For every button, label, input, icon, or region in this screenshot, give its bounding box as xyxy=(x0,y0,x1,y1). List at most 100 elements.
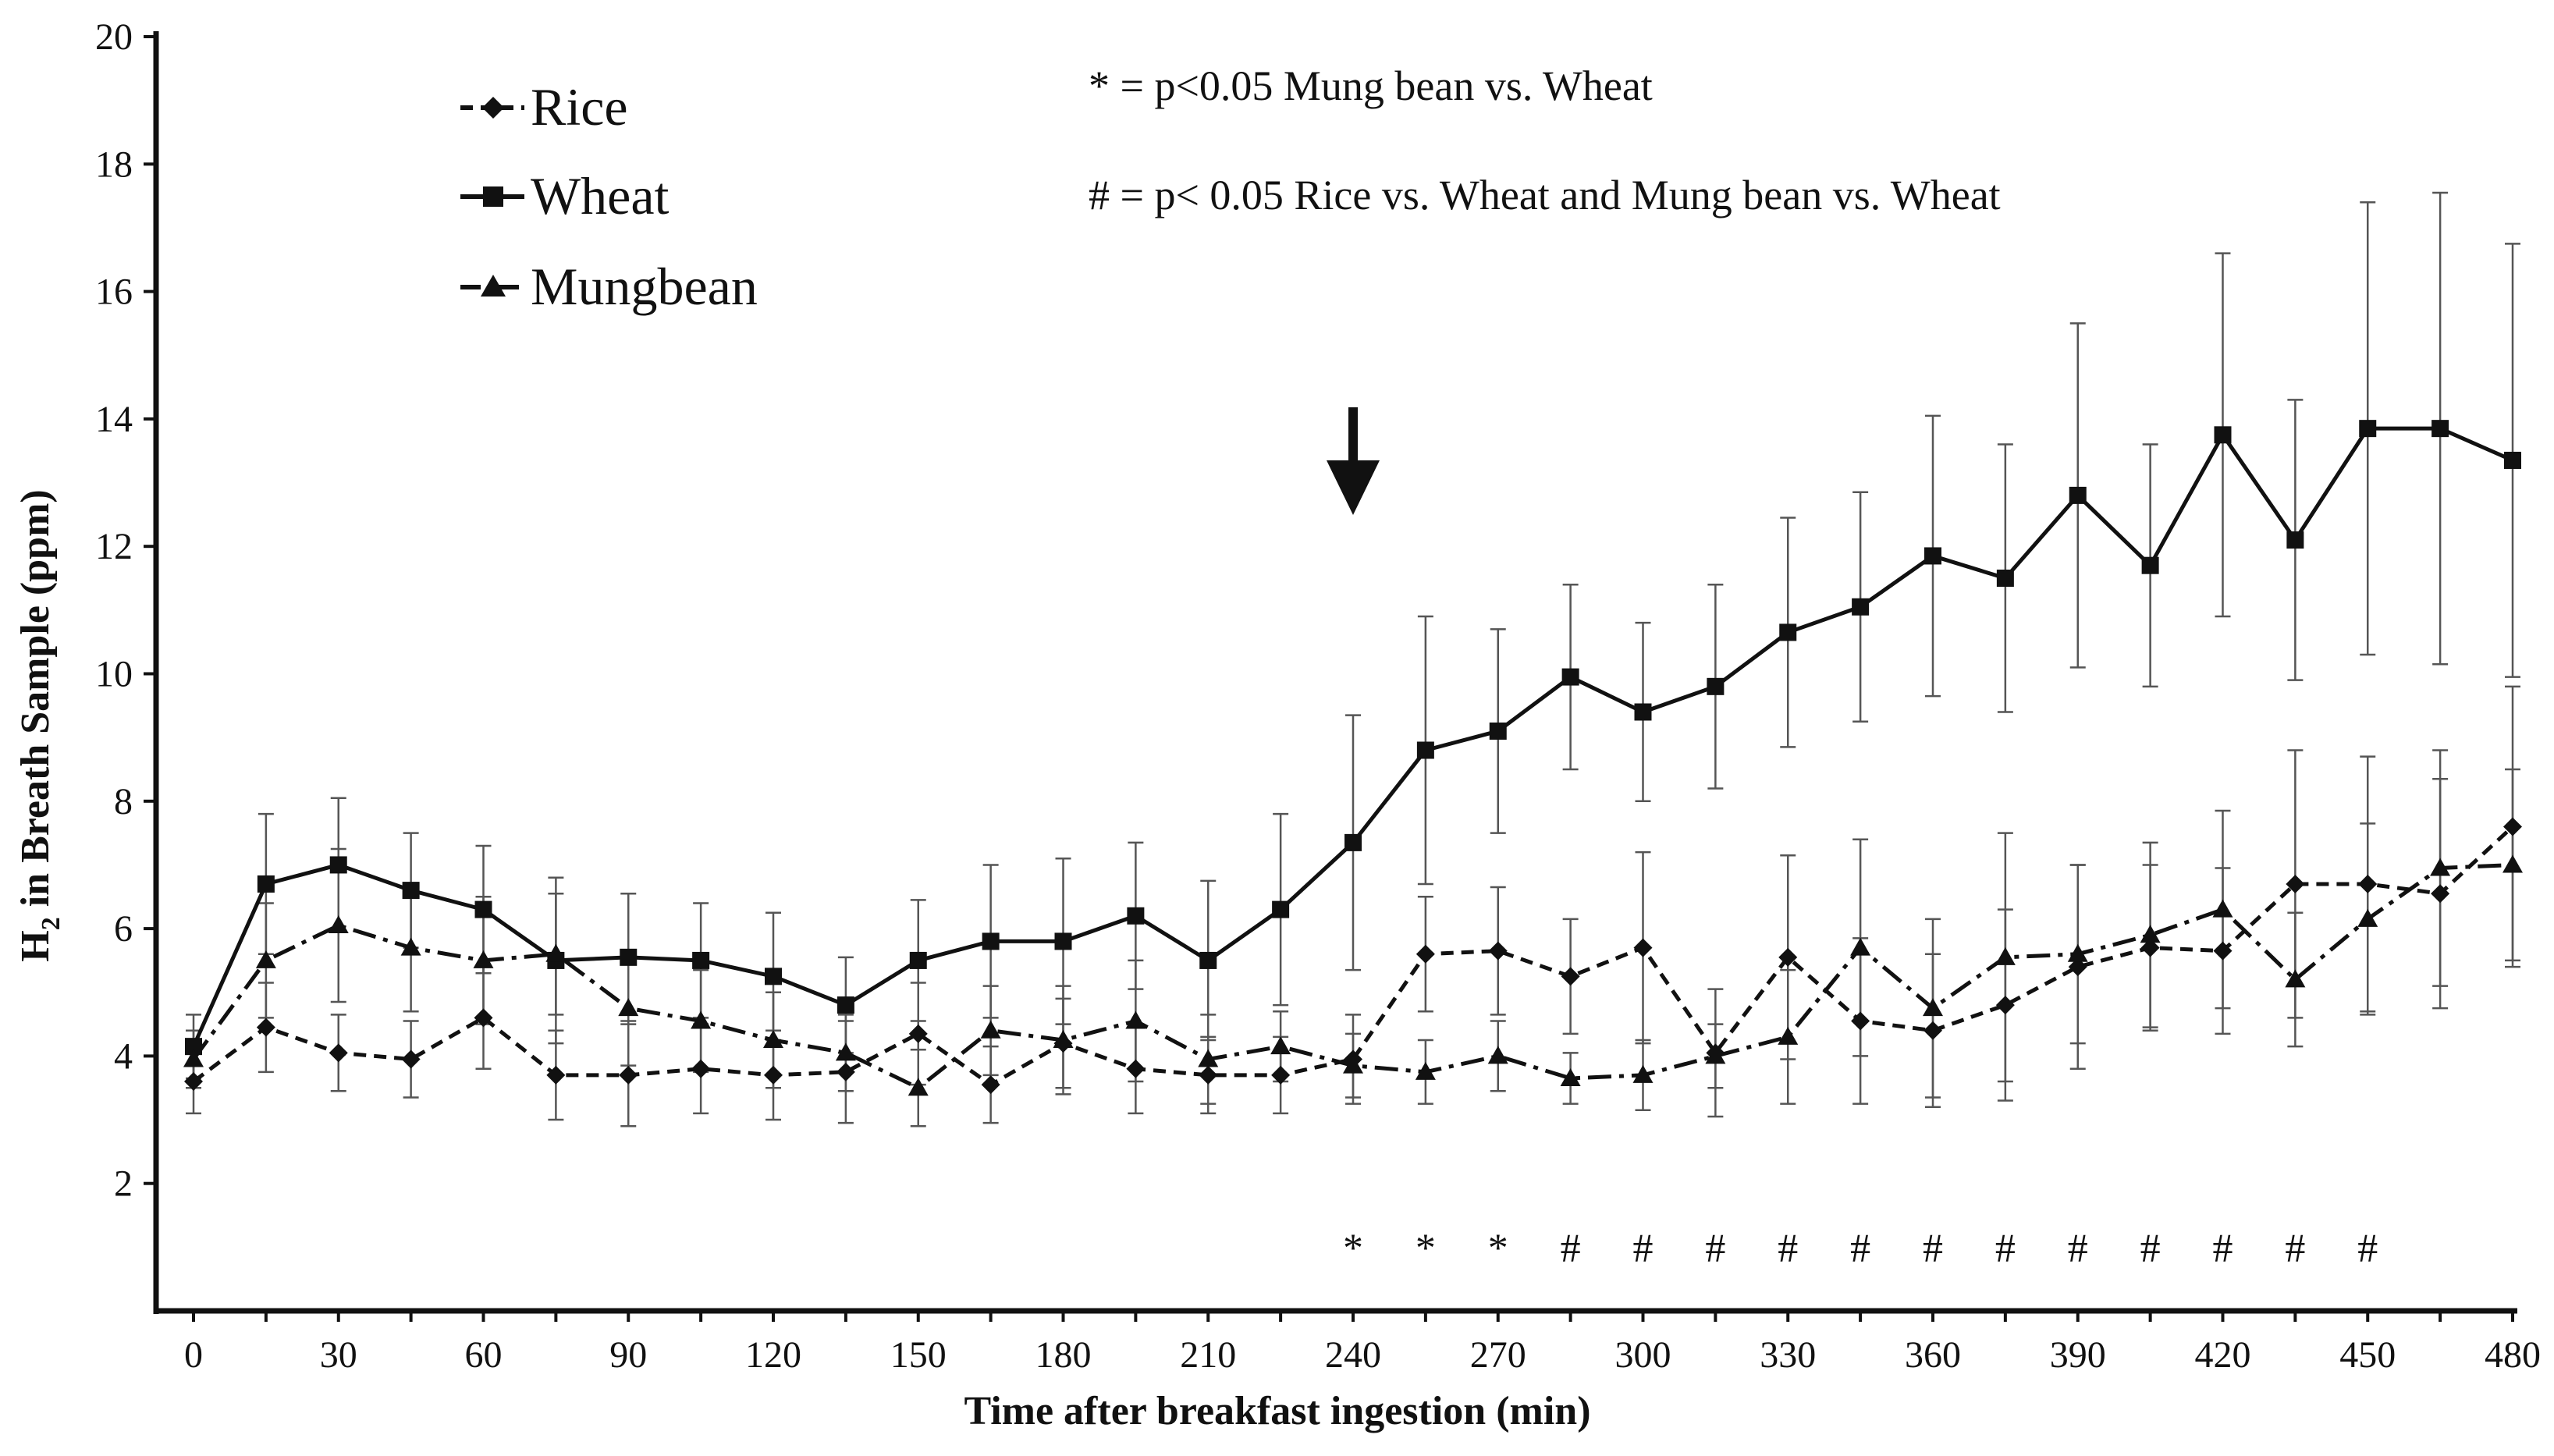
significance-marks: * * * # # # # # # # # # # # # xyxy=(1343,1226,2378,1270)
x-tick-label: 270 xyxy=(1470,1334,1526,1376)
marker-wheat xyxy=(2286,531,2304,549)
marker-mungbean xyxy=(1415,1061,1436,1080)
significance-mark: # xyxy=(1633,1226,1654,1270)
significance-mark: # xyxy=(2285,1226,2305,1270)
significance-mark: # xyxy=(1995,1226,2016,1270)
x-tick-label: 60 xyxy=(465,1334,503,1376)
y-tick-label: 18 xyxy=(95,144,133,185)
marker-wheat xyxy=(982,932,1000,950)
marker-wheat xyxy=(1127,907,1145,925)
marker-mungbean xyxy=(183,1049,204,1067)
marker-wheat xyxy=(2359,420,2377,438)
marker-wheat xyxy=(1924,547,1941,565)
x-tick-label: 90 xyxy=(609,1334,647,1376)
marker-rice xyxy=(764,1065,783,1085)
significance-mark: * xyxy=(1416,1226,1436,1270)
legend-label-wheat: Wheat xyxy=(531,166,670,226)
significance-mark: * xyxy=(1488,1226,1508,1270)
marker-mungbean xyxy=(1923,998,1943,1017)
marker-mungbean xyxy=(1850,937,1871,956)
marker-mungbean xyxy=(1995,946,2016,965)
x-tick-label: 360 xyxy=(1905,1334,1961,1376)
marker-rice xyxy=(1271,1065,1291,1085)
significance-mark: # xyxy=(2213,1226,2233,1270)
marker-rice xyxy=(2503,817,2522,836)
marker-wheat xyxy=(1054,932,1072,950)
marker-rice xyxy=(1851,1011,1870,1031)
marker-mungbean xyxy=(2067,943,2088,962)
y-tick-label: 4 xyxy=(114,1035,133,1077)
marker-wheat xyxy=(1344,833,1362,851)
marker-mungbean xyxy=(1560,1067,1581,1086)
marker-rice xyxy=(401,1049,421,1069)
marker-mungbean xyxy=(1053,1029,1074,1048)
marker-wheat xyxy=(1634,703,1652,721)
significance-mark: # xyxy=(1850,1226,1870,1270)
marker-wheat xyxy=(2141,556,2159,574)
marker-wheat xyxy=(2069,486,2087,504)
x-tick-label: 120 xyxy=(745,1334,801,1376)
legend-label-rice: Rice xyxy=(531,77,628,137)
series-line-rice xyxy=(192,825,2514,1087)
marker-rice xyxy=(184,1072,203,1092)
x-tick-label: 390 xyxy=(2050,1334,2106,1376)
marker-rice xyxy=(908,1024,928,1043)
marker-mungbean xyxy=(2285,969,2306,988)
marker-rice xyxy=(2431,884,2450,904)
marker-mungbean xyxy=(2357,908,2378,927)
marker-mungbean xyxy=(908,1078,929,1096)
marker-rice xyxy=(1199,1065,1218,1085)
significance-mark: # xyxy=(2357,1226,2378,1270)
significance-mark: # xyxy=(1705,1226,1725,1270)
marker-mungbean xyxy=(1778,1026,1799,1045)
legend-item-mungbean: Mungbean xyxy=(460,257,758,316)
marker-wheat xyxy=(765,968,782,985)
marker-wheat xyxy=(257,875,275,893)
marker-wheat xyxy=(1199,951,1217,969)
significance-note-hash: # = p< 0.05 Rice vs. Wheat and Mung bean… xyxy=(1089,172,2001,218)
down-arrow-icon xyxy=(1327,407,1380,515)
marker-wheat xyxy=(1707,677,1725,695)
x-axis-title: Time after breakfast ingestion (min) xyxy=(964,1389,1590,1433)
marker-mungbean xyxy=(255,950,276,968)
marker-wheat xyxy=(402,882,420,900)
marker-mungbean xyxy=(473,950,494,968)
svg-text:H2 in Breath Sample (ppm): H2 in Breath Sample (ppm) xyxy=(13,489,66,961)
marker-wheat xyxy=(1416,741,1434,759)
legend: Rice Wheat Mungbean xyxy=(460,77,758,316)
marker-mungbean xyxy=(763,1029,783,1048)
x-tick-label: 450 xyxy=(2339,1334,2396,1376)
significance-mark: # xyxy=(2068,1226,2088,1270)
marker-rice xyxy=(981,1075,1000,1095)
x-tick-label: 210 xyxy=(1180,1334,1236,1376)
marker-mungbean xyxy=(2430,858,2451,876)
marker-rice xyxy=(2068,957,2087,977)
marker-rice xyxy=(1126,1059,1146,1078)
marker-rice xyxy=(1488,941,1508,961)
significance-mark: # xyxy=(1778,1226,1798,1270)
axes: 2 4 6 8 10 12 14 16 18 20 0 30 60 90 120 150 180 210 240 27… xyxy=(95,16,2541,1376)
y-tick-label: 2 xyxy=(114,1163,133,1205)
marker-wheat xyxy=(692,951,710,969)
marker-rice xyxy=(329,1043,348,1063)
marker-wheat xyxy=(1489,722,1507,740)
error-bars xyxy=(186,191,2520,1128)
series-markers xyxy=(183,420,2523,1096)
marker-mungbean xyxy=(691,1010,712,1029)
marker-wheat xyxy=(2431,420,2449,438)
marker-mungbean xyxy=(1125,1010,1146,1029)
y-axis-title: H2 in Breath Sample (ppm) xyxy=(13,489,66,961)
marker-wheat xyxy=(2504,451,2521,469)
legend-item-wheat: Wheat xyxy=(460,166,670,226)
y-tick-label: 14 xyxy=(95,399,133,440)
marker-mungbean xyxy=(618,998,639,1017)
marker-mungbean xyxy=(835,1042,856,1061)
marker-mungbean xyxy=(328,915,349,934)
marker-mungbean xyxy=(1632,1064,1654,1083)
significance-mark: * xyxy=(1343,1226,1363,1270)
marker-mungbean xyxy=(2212,899,2233,918)
y-axis-title-main: H xyxy=(13,930,58,961)
marker-rice xyxy=(619,1065,638,1085)
marker-rice xyxy=(2213,941,2233,961)
